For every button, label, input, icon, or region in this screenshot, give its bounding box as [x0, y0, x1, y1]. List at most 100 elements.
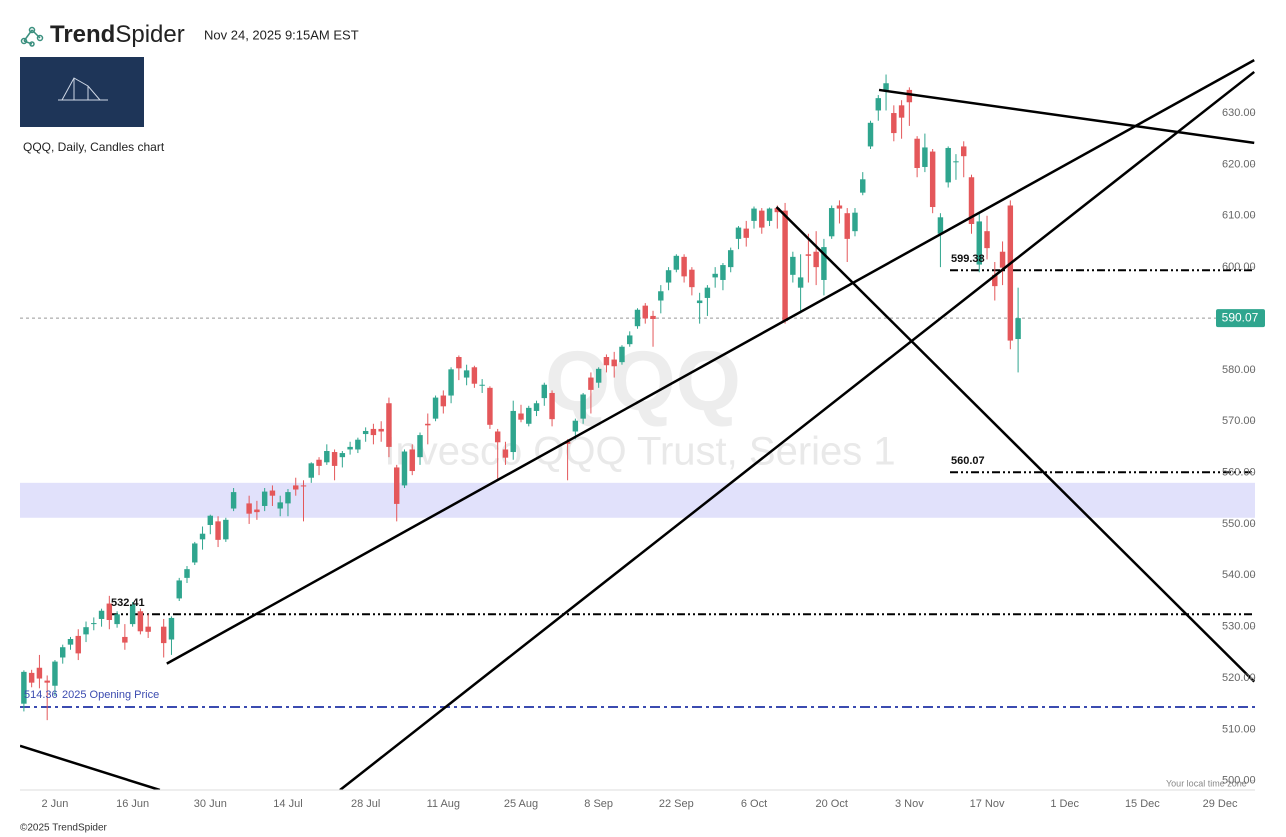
candle-body	[580, 394, 586, 419]
candle-body	[386, 403, 392, 447]
candle-body	[619, 346, 625, 363]
candle-body	[867, 122, 874, 147]
timezone-note: Your local time zone	[1166, 778, 1247, 788]
candle-body	[961, 146, 967, 157]
candle-body	[727, 250, 734, 268]
candle-body	[339, 453, 346, 458]
candle-body	[223, 519, 229, 540]
candle-body	[347, 446, 353, 450]
candle-body	[91, 623, 97, 625]
candle-body	[906, 89, 913, 103]
candle-body	[743, 228, 749, 238]
candle-body	[300, 485, 307, 487]
candle-body	[425, 423, 431, 426]
candle-body	[168, 617, 175, 640]
candle-body	[883, 83, 889, 90]
x-tick-label: 25 Aug	[504, 798, 538, 810]
candle-body	[261, 491, 268, 506]
candle-body	[316, 459, 322, 466]
candle-body	[836, 205, 843, 209]
candle-body	[603, 357, 610, 366]
candle-body	[44, 680, 50, 683]
candle-body	[595, 368, 602, 383]
candle-body	[673, 255, 680, 270]
candle-body	[52, 661, 58, 686]
y-tick-label: 610.00	[1222, 210, 1256, 222]
level-label: 560.07	[951, 455, 985, 467]
candle-body	[984, 231, 990, 249]
candle-body	[1007, 205, 1014, 341]
candle-body	[324, 451, 330, 463]
x-tick-label: 28 Jul	[351, 798, 380, 810]
candle-body	[541, 384, 548, 399]
candle-body	[875, 98, 882, 111]
candle-body	[393, 467, 400, 504]
x-tick-label: 3 Nov	[895, 798, 924, 810]
x-tick-label: 6 Oct	[741, 798, 767, 810]
candle-body	[199, 533, 206, 540]
y-tick-label: 560.00	[1222, 466, 1256, 478]
candle-body	[401, 451, 408, 486]
candle-body	[937, 217, 944, 234]
y-tick-label: 530.00	[1222, 621, 1256, 633]
candle-body	[362, 430, 369, 435]
candle-body	[790, 256, 796, 275]
candle-body	[968, 177, 975, 224]
y-tick-label: 510.00	[1222, 723, 1256, 735]
candle-body	[246, 503, 252, 514]
y-tick-label: 520.00	[1222, 672, 1256, 684]
candle-body	[137, 611, 144, 632]
candle-body	[564, 441, 571, 444]
candle-body	[417, 435, 423, 458]
last-price-badge	[1216, 309, 1265, 328]
candle-body	[549, 392, 555, 420]
candle-body	[502, 449, 509, 458]
candle-body	[106, 603, 113, 620]
candle-body	[634, 309, 641, 327]
candle-body	[60, 647, 66, 658]
candle-body	[572, 420, 579, 432]
candle-body	[21, 671, 27, 704]
candle-body	[805, 254, 812, 256]
candle-body	[588, 377, 594, 390]
candle-body	[129, 604, 136, 625]
candle-body	[160, 626, 167, 644]
candle-body	[456, 357, 462, 369]
brand-bold: Trend	[50, 21, 115, 48]
logo-icon	[20, 26, 44, 47]
candle-body	[518, 413, 524, 420]
candle-body	[992, 274, 998, 287]
candle-body	[254, 509, 260, 513]
candle-body	[922, 147, 928, 167]
candle-body	[184, 569, 190, 578]
candle-body	[230, 492, 237, 509]
candle-body	[852, 212, 858, 232]
x-tick-label: 29 Dec	[1203, 798, 1238, 810]
brand-light: Spider	[115, 21, 184, 48]
level-label: 532.41	[111, 597, 145, 609]
candle-body	[533, 403, 540, 411]
candle-body	[98, 610, 105, 619]
candle-body	[914, 138, 920, 168]
candle-body	[277, 502, 283, 509]
candle-body	[1015, 318, 1021, 340]
candle-body	[370, 428, 377, 436]
candle-body	[448, 369, 454, 396]
candle-body	[463, 370, 470, 378]
candle-body	[658, 291, 664, 301]
candle-body	[627, 335, 633, 345]
candle-body	[440, 395, 447, 407]
candle-body	[479, 384, 485, 386]
x-tick-label: 15 Dec	[1125, 798, 1160, 810]
candle-body	[487, 387, 493, 425]
candle-body	[471, 367, 478, 384]
opening-price-label: 2025 Opening Price	[62, 689, 159, 701]
timestamp: Nov 24, 2025 9:15AM EST	[204, 27, 359, 42]
candle-body	[36, 667, 43, 679]
candle-body	[378, 428, 384, 432]
candle-body	[704, 287, 711, 298]
candle-body	[293, 485, 299, 490]
candle-body	[689, 269, 695, 288]
trendline	[775, 206, 1255, 683]
